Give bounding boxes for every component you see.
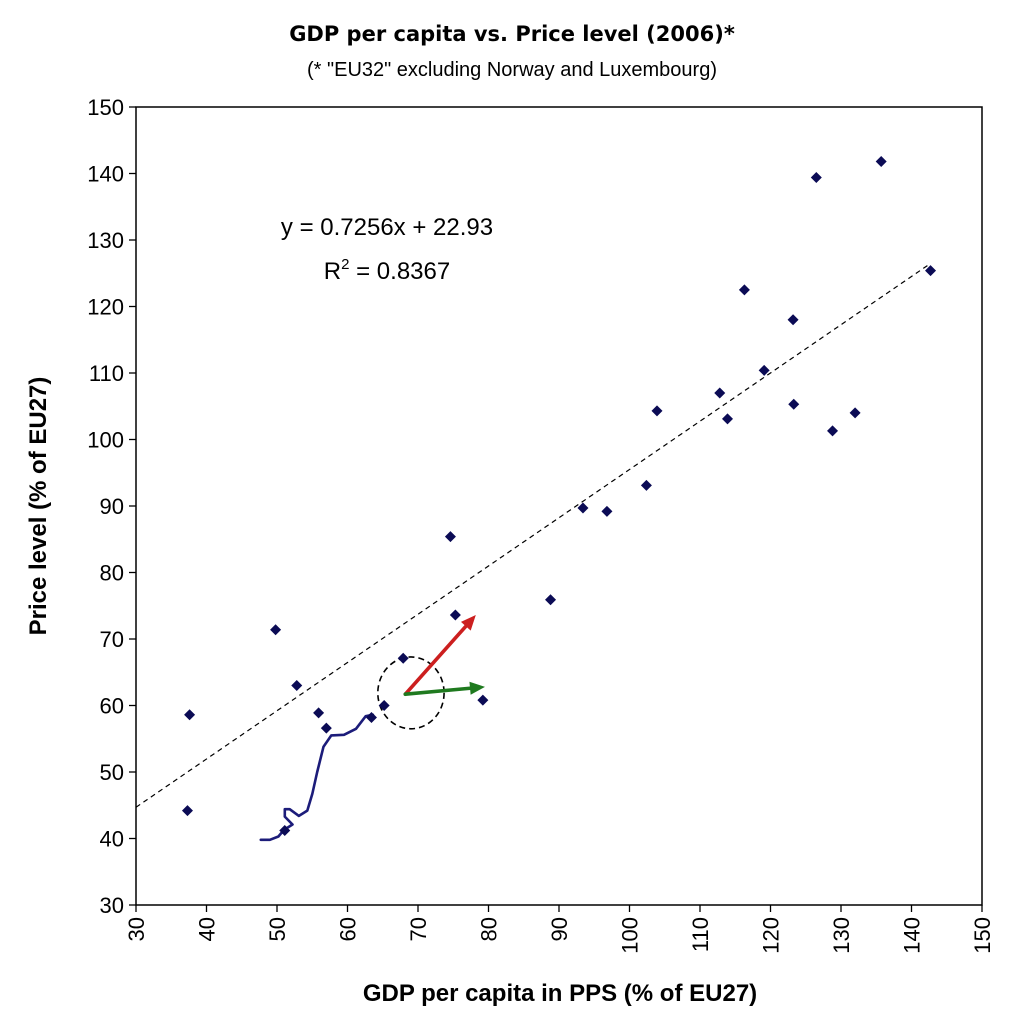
data-point bbox=[721, 413, 733, 425]
chart-subtitle: (* "EU32" excluding Norway and Luxembour… bbox=[307, 59, 717, 81]
y-tick-label: 70 bbox=[100, 627, 124, 652]
x-tick-label: 120 bbox=[759, 917, 784, 954]
y-tick-label: 120 bbox=[87, 295, 124, 320]
data-point bbox=[640, 479, 652, 491]
y-tick-label: 90 bbox=[100, 494, 124, 519]
y-tick-label: 80 bbox=[100, 561, 124, 586]
arrow-shaft bbox=[403, 686, 472, 696]
data-point bbox=[270, 624, 282, 636]
data-point bbox=[758, 364, 770, 376]
data-point bbox=[601, 505, 613, 517]
data-point bbox=[320, 722, 332, 734]
data-point bbox=[378, 700, 390, 711]
x-tick-label: 90 bbox=[547, 917, 572, 941]
highlight-circle bbox=[377, 656, 445, 730]
x-tick-label: 50 bbox=[265, 917, 290, 941]
y-tick-label: 50 bbox=[100, 760, 124, 785]
data-point bbox=[181, 805, 193, 817]
y-tick-label: 140 bbox=[87, 162, 124, 187]
data-point bbox=[787, 314, 799, 326]
y-tick-label: 40 bbox=[100, 827, 124, 852]
arrow-head bbox=[460, 615, 476, 631]
x-tick-label: 110 bbox=[688, 917, 713, 952]
y-tick-label: 150 bbox=[87, 95, 124, 120]
chart-title: GDP per capita vs. Price level (2006)* bbox=[289, 22, 735, 46]
trendline bbox=[135, 262, 931, 808]
y-tick-label: 60 bbox=[100, 694, 124, 719]
data-point bbox=[449, 609, 461, 621]
x-axis-label: GDP per capita in PPS (% of EU27) bbox=[363, 980, 757, 1007]
r-squared-label: R2 = 0.8367 bbox=[324, 256, 450, 285]
r-squared-value: = 0.8367 bbox=[349, 258, 450, 285]
data-point bbox=[875, 156, 887, 168]
data-point bbox=[313, 707, 325, 719]
data-point bbox=[651, 405, 663, 417]
data-point bbox=[397, 652, 409, 664]
x-tick-label: 30 bbox=[124, 917, 149, 941]
y-tick-label: 110 bbox=[89, 361, 124, 386]
data-point bbox=[477, 694, 489, 706]
x-tick-label: 130 bbox=[829, 917, 854, 954]
y-tick-label: 30 bbox=[100, 893, 124, 918]
data-point bbox=[827, 425, 839, 437]
plot-area: 30 40 50 60 70 80 90 100 110 120 130 140 150 30 40 50 60… bbox=[87, 95, 995, 954]
data-point bbox=[365, 711, 377, 723]
trendline-equation: y = 0.7256x + 22.93 bbox=[281, 214, 493, 241]
y-tick-label: 100 bbox=[87, 428, 124, 453]
data-point bbox=[291, 680, 303, 692]
data-point bbox=[279, 825, 291, 837]
data-point bbox=[545, 594, 557, 606]
data-point bbox=[577, 502, 589, 514]
x-tick-label: 100 bbox=[618, 917, 643, 954]
data-point bbox=[444, 531, 456, 543]
data-point bbox=[810, 171, 822, 183]
x-tick-label: 80 bbox=[477, 917, 502, 941]
r-squared-superscript: 2 bbox=[341, 256, 349, 273]
x-tick-label: 70 bbox=[406, 917, 431, 941]
data-point bbox=[738, 284, 750, 296]
y-tick-label: 130 bbox=[87, 228, 124, 253]
arrow-head bbox=[469, 681, 485, 695]
data-point bbox=[788, 398, 800, 410]
data-point bbox=[714, 387, 726, 399]
plot-border bbox=[135, 106, 983, 906]
x-tick-label: 150 bbox=[970, 917, 995, 954]
data-point bbox=[925, 265, 937, 277]
data-point bbox=[184, 709, 196, 721]
arrow-shaft bbox=[403, 624, 468, 696]
x-tick-label: 140 bbox=[900, 917, 925, 954]
y-axis-label: Price level (% of EU27) bbox=[25, 377, 52, 636]
data-point bbox=[849, 407, 861, 419]
x-tick-label: 40 bbox=[195, 917, 220, 941]
x-tick-label: 60 bbox=[336, 917, 361, 941]
r-squared-prefix: R bbox=[324, 258, 341, 285]
hand-drawn-path bbox=[259, 713, 375, 842]
